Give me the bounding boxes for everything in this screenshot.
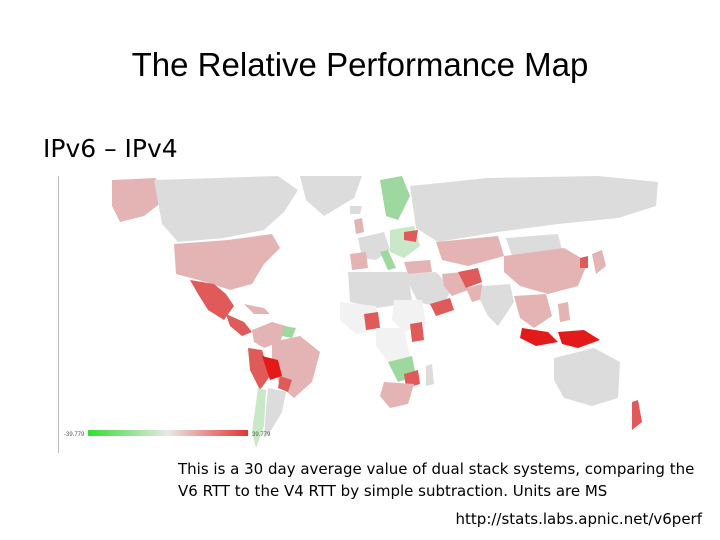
region-greenland	[300, 176, 362, 216]
region-philippines	[558, 302, 570, 322]
source-url[interactable]: http://stats.labs.apnic.net/v6perf	[455, 510, 702, 528]
region-nigeria	[364, 312, 380, 330]
region-russia	[410, 176, 658, 242]
region-india	[480, 284, 514, 326]
caption: This is a 30 day average value of dual s…	[178, 460, 695, 500]
region-madagascar	[426, 364, 434, 386]
region-mexico	[190, 280, 234, 320]
region-southeast-asia	[514, 294, 552, 328]
region-iceland	[350, 206, 362, 214]
region-japan	[592, 250, 606, 274]
region-australia	[554, 348, 620, 406]
region-caribbean	[244, 304, 270, 314]
region-china	[504, 248, 588, 294]
region-usa	[174, 234, 280, 290]
slide-subtitle: IPv6 – IPv4	[43, 134, 178, 163]
region-alaska	[112, 178, 162, 222]
region-iberia	[350, 252, 368, 270]
region-scandinavia	[380, 176, 410, 220]
region-afghanistan	[458, 268, 482, 288]
region-guianas	[282, 326, 296, 338]
region-paraguay	[278, 376, 292, 392]
region-bolivia	[262, 356, 282, 380]
region-indonesia-west	[520, 328, 558, 346]
world-map: -39.779 39.779	[58, 176, 660, 453]
region-belarus	[404, 230, 418, 242]
region-chile	[252, 388, 266, 448]
region-central-america	[226, 314, 252, 336]
legend-max-label: 39.779	[252, 432, 271, 438]
region-indonesia-east	[558, 330, 600, 348]
region-zimbabwe	[404, 370, 420, 388]
region-middle-east	[408, 272, 452, 308]
region-new-zealand	[632, 400, 642, 430]
region-kazakhstan	[436, 236, 504, 266]
region-turkey	[404, 260, 432, 274]
region-north-africa	[348, 272, 412, 308]
region-korea	[580, 256, 588, 268]
legend-min-label: -39.779	[64, 432, 85, 438]
region-kenya	[410, 322, 424, 342]
region-uk	[354, 218, 364, 234]
region-canada	[154, 176, 298, 242]
legend-gradient-bar	[88, 430, 248, 436]
slide-title: The Relative Performance Map	[131, 46, 589, 83]
region-central-africa	[376, 328, 410, 364]
region-argentina	[264, 388, 286, 438]
region-south-africa	[380, 382, 414, 408]
region-yemen-oman	[430, 298, 454, 316]
region-italy	[380, 250, 396, 270]
